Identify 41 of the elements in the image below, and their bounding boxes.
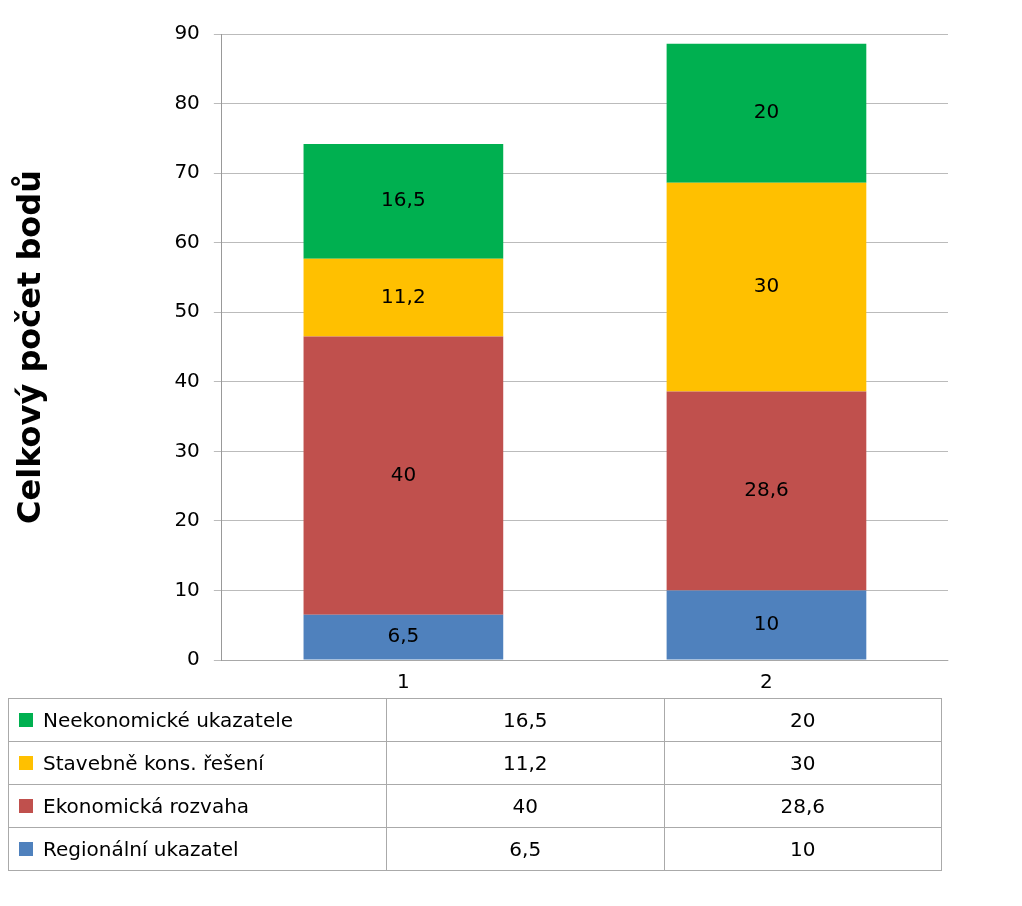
data-label: 20 — [664, 698, 942, 742]
text: 11,2 — [381, 283, 426, 308]
bar — [666, 182, 867, 392]
y-tick-label: 60 — [174, 228, 200, 253]
y-tick-label: 10 — [174, 576, 200, 601]
data-label: 30 — [664, 741, 942, 785]
legend-label: Regionální ukazatel — [8, 827, 387, 871]
x-tick-label: 2 — [760, 669, 773, 694]
y-tick-label: 40 — [174, 367, 200, 392]
y-tick-label: 20 — [174, 507, 200, 532]
text: 30 — [753, 273, 780, 298]
data-label: 11,2 — [386, 741, 664, 785]
text: 6,5 — [387, 623, 420, 648]
legend-label: Neekonomické ukazatele — [8, 698, 387, 742]
y-tick-label: 80 — [174, 89, 200, 114]
bar — [303, 336, 504, 615]
y-tick-label: 50 — [174, 298, 200, 323]
y-tick-label: 0 — [187, 646, 200, 671]
x-tick-label: 1 — [397, 669, 410, 694]
legend-label: Ekonomická rozvaha — [8, 784, 387, 828]
y-axis-title: Celkový počet bodů — [9, 170, 48, 524]
bar — [666, 590, 867, 660]
bar — [666, 391, 867, 591]
y-tick-label: 30 — [174, 437, 200, 462]
text: 20 — [753, 99, 780, 124]
text: 40 — [390, 461, 417, 486]
legend-label: Stavebně kons. řešení — [8, 741, 387, 785]
data-label: 16,5 — [386, 698, 664, 742]
data-label: 10 — [664, 827, 942, 871]
y-tick-label: 70 — [174, 159, 200, 184]
text: 10 — [753, 611, 780, 636]
bar — [303, 258, 504, 337]
data-label: 40 — [386, 784, 664, 828]
bar — [303, 143, 504, 259]
data-label: 28,6 — [664, 784, 942, 828]
bar — [666, 43, 867, 183]
text: 16,5 — [381, 187, 426, 212]
text: 28,6 — [744, 477, 789, 502]
bar — [303, 614, 504, 660]
y-tick-label: 90 — [174, 20, 200, 45]
data-label: 6,5 — [386, 827, 664, 871]
